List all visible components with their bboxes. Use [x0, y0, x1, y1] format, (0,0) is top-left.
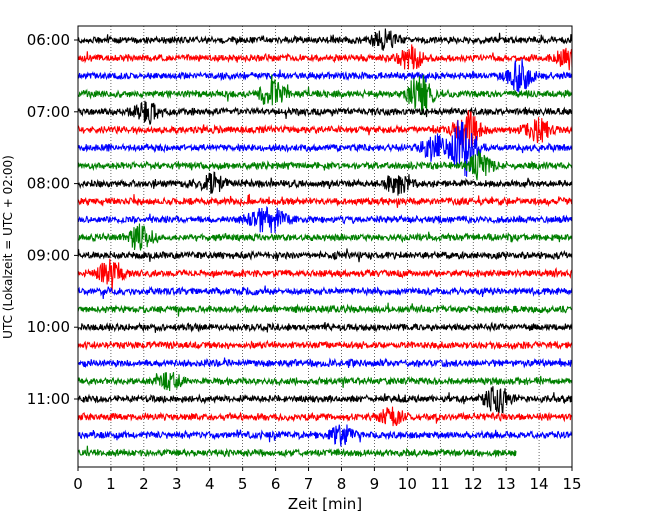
trace-0930: [77, 285, 573, 300]
trace-0645: [77, 74, 573, 115]
x-axis-label: Zeit [min]: [288, 495, 362, 513]
x-tick-label: 8: [337, 475, 347, 493]
trace-1030: [77, 357, 573, 369]
trace-1145: [77, 445, 517, 459]
trace-0745: [77, 150, 573, 181]
y-tick-label: 06:00: [27, 31, 70, 49]
x-tick-label: 5: [238, 475, 248, 493]
trace-1015: [77, 339, 573, 351]
trace-0730: [77, 120, 573, 177]
x-tick-label: 4: [205, 475, 215, 493]
x-tick-label: 11: [431, 475, 450, 493]
trace-0615: [77, 44, 573, 71]
trace-0900: [77, 248, 573, 263]
x-tick-label: 15: [562, 475, 581, 493]
trace-0845: [77, 223, 573, 251]
y-axis-label: UTC (Lokalzeit = UTC + 02:00): [1, 155, 15, 339]
trace-1115: [77, 406, 573, 427]
x-tick-label: 6: [271, 475, 281, 493]
trace-0830: [77, 205, 573, 234]
trace-1130: [77, 424, 573, 447]
trace-group: [77, 28, 573, 459]
trace-1100: [77, 386, 573, 414]
x-tick-label: 13: [497, 475, 516, 493]
trace-0915: [77, 258, 573, 293]
y-tick-label: 11:00: [27, 390, 70, 408]
trace-1045: [77, 372, 573, 391]
trace-1000: [77, 321, 573, 333]
y-tick-label: 07:00: [27, 103, 70, 121]
x-tick-label: 7: [304, 475, 314, 493]
trace-0945: [77, 302, 573, 317]
trace-0700: [77, 100, 573, 125]
x-tick-label: 12: [464, 475, 483, 493]
x-tick-label: 9: [370, 475, 380, 493]
trace-0815: [78, 193, 573, 208]
x-tick-label: 10: [398, 475, 417, 493]
plot-frame: [77, 25, 573, 468]
y-tick-label: 10:00: [27, 318, 70, 336]
trace-0800: [77, 171, 573, 196]
y-axis: 06:00 07:00 08:00 09:00 10:00 11:00: [27, 31, 78, 408]
y-tick-label: 08:00: [27, 175, 70, 193]
trace-0715: [77, 110, 573, 150]
x-tick-label: 3: [172, 475, 182, 493]
x-tick-label: 2: [139, 475, 149, 493]
x-tick-label: 1: [106, 475, 116, 493]
x-axis: 0 1 2 3 4 5 6 7 8 9 10 11 12 13 14 15: [73, 467, 582, 493]
trace-0600: [77, 28, 573, 51]
y-tick-label: 09:00: [27, 246, 70, 264]
x-tick-label: 0: [73, 475, 83, 493]
x-tick-label: 14: [530, 475, 549, 493]
trace-0630: [77, 58, 573, 93]
